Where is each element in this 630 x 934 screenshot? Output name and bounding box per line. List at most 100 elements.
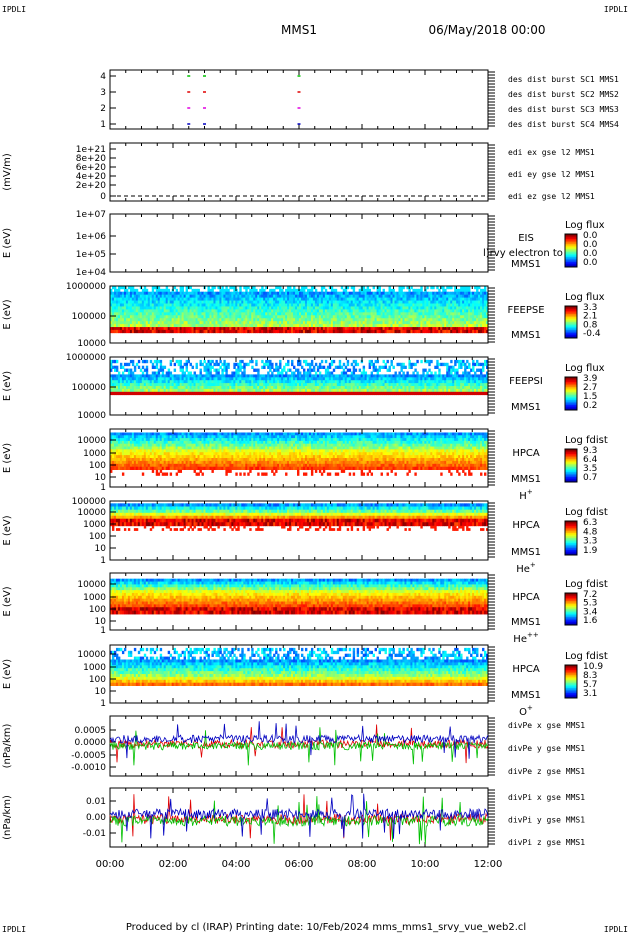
heatmap-cell [211, 315, 214, 319]
heatmap-cell [259, 306, 262, 310]
colorbar-swatch [565, 336, 577, 339]
heatmap-cell [468, 309, 471, 313]
heatmap-cell [287, 359, 290, 364]
heatmap-cell [277, 303, 280, 307]
heatmap-cell [213, 309, 216, 313]
heatmap-cell [117, 324, 121, 328]
heatmap-cell [249, 383, 252, 387]
heatmap-cell [131, 362, 135, 367]
heatmap-cell [450, 312, 453, 316]
heatmap-cell [133, 386, 137, 390]
heatmap-cell [223, 368, 226, 372]
heatmap-cell [163, 303, 167, 307]
heatmap-cell [316, 294, 320, 298]
heatmap-cell [221, 388, 224, 393]
heatmap-cell [452, 365, 455, 369]
heatmap-cell [191, 388, 194, 393]
heatmap-cell [352, 291, 356, 296]
heatmap-cell [368, 312, 372, 316]
heatmap-cell [476, 362, 479, 367]
heatmap-cell [191, 306, 194, 310]
heatmap-cell [153, 329, 157, 334]
heatmap-cell [340, 388, 344, 393]
heatmap-cell [368, 377, 372, 381]
heatmap-cell [149, 312, 153, 316]
heatmap-cell [338, 362, 342, 367]
heatmap-cell [472, 291, 475, 296]
heatmap-cell [143, 309, 147, 313]
heatmap-cell [241, 300, 244, 304]
heatmap-cell [414, 315, 417, 319]
heatmap-cell [304, 306, 308, 310]
heatmap-cell [237, 327, 240, 331]
heatmap-cell [135, 318, 139, 322]
heatmap-cell [478, 286, 481, 290]
heatmap-cell [125, 291, 129, 296]
colorbar-swatch [565, 255, 577, 258]
heatmap-cell [257, 327, 260, 331]
heatmap-cell [151, 303, 155, 307]
heatmap-cell [179, 294, 183, 298]
heatmap-cell [356, 380, 360, 384]
heatmap-cell [225, 309, 228, 313]
heatmap-cell [143, 383, 147, 387]
heatmap-cell [444, 388, 447, 393]
heatmap-cell [110, 391, 113, 396]
heatmap-cell [306, 386, 310, 390]
heatmap-cell [440, 391, 443, 396]
heatmap-cell [159, 300, 163, 304]
heatmap-cell [145, 388, 149, 393]
heatmap-cell [478, 312, 481, 316]
heatmap-cell [293, 288, 296, 293]
heatmap-cell [466, 312, 469, 316]
heatmap-cell [187, 329, 190, 334]
colorbar-swatch [565, 260, 577, 263]
heatmap-cell [358, 386, 362, 390]
heatmap-cell [452, 303, 455, 307]
heatmap-cell [404, 327, 407, 331]
heatmap-cell [338, 300, 342, 304]
heatmap-cell [330, 374, 334, 378]
heatmap-cell [281, 324, 284, 328]
heatmap-cell [310, 297, 314, 301]
heatmap-cell [454, 309, 457, 313]
heatmap-cell [350, 329, 354, 334]
heatmap-cell [306, 380, 310, 384]
heatmap-cell [452, 318, 455, 322]
heatmap-cell [332, 297, 336, 301]
heatmap-cell [412, 388, 415, 393]
heatmap-cell [330, 391, 334, 396]
heatmap-cell [406, 383, 409, 387]
heatmap-cell [279, 297, 282, 301]
heatmap-cell [432, 318, 435, 322]
heatmap-cell [414, 380, 417, 384]
heatmap-cell [322, 309, 326, 313]
heatmap-cell [151, 321, 155, 325]
heatmap-cell [121, 324, 125, 328]
heatmap-cell [352, 359, 356, 364]
heatmap-cell [133, 365, 137, 369]
heatmap-cell [370, 315, 374, 319]
heatmap-cell [396, 294, 399, 298]
heatmap-cell [438, 388, 441, 393]
heatmap-cell [346, 327, 350, 331]
heatmap-cell [131, 315, 135, 319]
heatmap-cell [161, 321, 165, 325]
heatmap-cell [366, 300, 370, 304]
heatmap-cell [394, 383, 397, 387]
heatmap-cell [143, 374, 147, 378]
heatmap-cell [428, 377, 431, 381]
heatmap-cell [285, 329, 288, 334]
heatmap-cell [420, 324, 423, 328]
heatmap-cell [173, 291, 177, 296]
heatmap-cell [133, 388, 137, 393]
heatmap-cell [259, 318, 262, 322]
heatmap-cell [480, 306, 483, 310]
colorbar-swatch [565, 314, 577, 317]
heatmap-cell [215, 383, 218, 387]
heatmap-cell [400, 315, 403, 319]
heatmap-cell [221, 377, 224, 381]
heatmap-cell [211, 391, 214, 396]
colorbar-swatch [565, 315, 577, 318]
heatmap-cell [235, 318, 238, 322]
